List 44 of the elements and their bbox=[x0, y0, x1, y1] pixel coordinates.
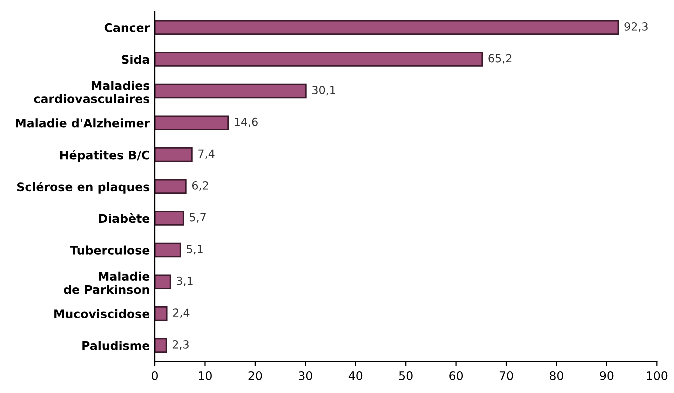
bar bbox=[155, 274, 172, 290]
bar bbox=[155, 306, 168, 322]
data-label: 7,4 bbox=[198, 150, 215, 160]
data-label: 14,6 bbox=[235, 118, 258, 128]
x-tick-label: 40 bbox=[348, 371, 363, 380]
bar bbox=[155, 116, 230, 130]
y-tick-label: Maladie de Parkinson bbox=[64, 272, 150, 294]
bar bbox=[155, 242, 182, 258]
y-tick-label: Paludisme bbox=[82, 341, 150, 350]
data-label: 2,3 bbox=[172, 340, 189, 350]
y-tick-label: Sclérose en plaques bbox=[18, 182, 150, 194]
data-label: 5,1 bbox=[187, 245, 203, 255]
y-tick-label: Maladies cardiovasculaires bbox=[34, 81, 150, 104]
y-tick-label: Tuberculose bbox=[70, 246, 150, 255]
y-tick-label: Diabète bbox=[99, 214, 150, 224]
x-tick-label: 50 bbox=[399, 371, 413, 380]
x-tick-label: 20 bbox=[248, 371, 262, 380]
bar bbox=[155, 52, 484, 67]
y-tick-label: Maladie d'Alzheimer bbox=[16, 118, 150, 128]
x-tick-label: 0 bbox=[152, 371, 158, 380]
bar bbox=[155, 211, 184, 226]
x-tick-label: 70 bbox=[500, 371, 514, 380]
x-tick-label: 60 bbox=[450, 371, 464, 380]
bar bbox=[155, 84, 307, 99]
y-tick-label: Hépatites B/C bbox=[60, 150, 150, 162]
data-label: 30,1 bbox=[312, 86, 336, 96]
y-tick-label: Cancer bbox=[104, 23, 150, 32]
data-label: 2,4 bbox=[173, 308, 190, 318]
data-label: 92,3 bbox=[624, 22, 648, 32]
data-label: 65,2 bbox=[488, 54, 512, 64]
data-label: 3,1 bbox=[176, 276, 193, 286]
data-label: 5,7 bbox=[190, 213, 206, 223]
bar bbox=[155, 148, 193, 162]
bar bbox=[155, 338, 168, 354]
x-tick-label: 100 bbox=[647, 371, 668, 380]
y-tick-label: Sida bbox=[122, 55, 150, 64]
bar bbox=[155, 20, 620, 36]
bar bbox=[155, 179, 187, 194]
x-tick-label: 90 bbox=[600, 371, 614, 380]
x-tick-label: 10 bbox=[199, 371, 212, 380]
data-label: 6,2 bbox=[192, 181, 208, 192]
x-tick-label: 30 bbox=[299, 371, 312, 380]
y-tick-label: Mucoviscidose bbox=[54, 309, 150, 319]
x-tick-label: 80 bbox=[550, 371, 564, 380]
